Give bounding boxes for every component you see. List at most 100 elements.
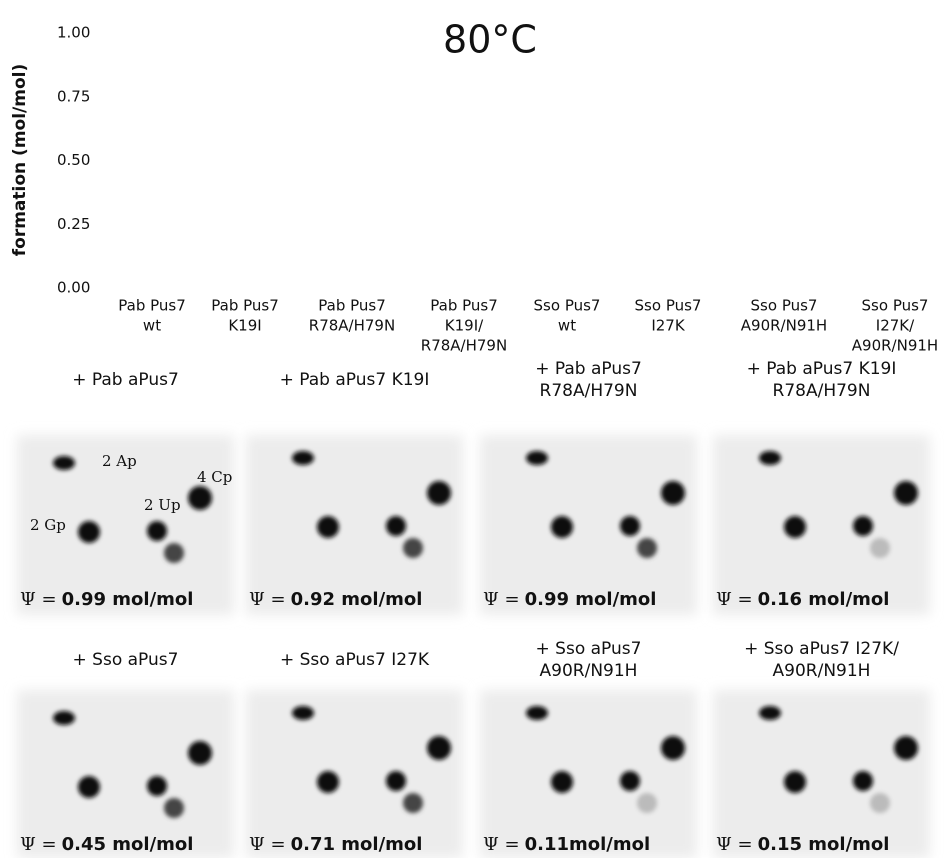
- tlc-spot: [620, 516, 640, 536]
- tlc-plate: [246, 435, 463, 615]
- panel-title: + Sso aPus7: [536, 639, 642, 659]
- tlc-spot: [292, 706, 314, 720]
- tlc-spot: [784, 771, 806, 793]
- tlc-spot: [551, 771, 573, 793]
- x-tick-label: R78A/H79N: [421, 337, 507, 355]
- panel-title: R78A/H79N: [773, 381, 871, 401]
- spot-label: 2 Gp: [30, 516, 66, 534]
- panel-result: Ψ = 0.71 mol/mol: [249, 834, 422, 855]
- psi-label: Ψ =: [483, 834, 520, 855]
- panel-result: Ψ = 0.92 mol/mol: [249, 589, 422, 610]
- panel-title: + Sso aPus7: [73, 650, 179, 670]
- y-tick-label: 0.75: [57, 87, 90, 105]
- tlc-spot: [147, 521, 167, 541]
- tlc-spot: [386, 516, 406, 536]
- tlc-spot: [188, 486, 212, 510]
- tlc-spot: [188, 741, 212, 765]
- tlc-panel: + Sso aPus7 I27K/A90R/N91H Ψ = 0.15 mol/mo…: [713, 639, 930, 858]
- panel-title: + Pab aPus7 K19I: [280, 370, 430, 390]
- spot-label: 2 Ap: [102, 452, 137, 470]
- x-tick-label: I27K: [651, 317, 686, 335]
- x-tick-label: Sso Pus7: [635, 297, 702, 315]
- tlc-spot: [53, 711, 75, 725]
- panel-title: A90R/N91H: [540, 661, 638, 681]
- tlc-plate: [713, 690, 930, 858]
- spot-label: 4 Cp: [197, 468, 232, 486]
- psi-label: Ψ =: [483, 589, 520, 610]
- tlc-plate: [713, 435, 930, 615]
- y-tick-label: 1.00: [57, 24, 90, 42]
- tlc-spot: [386, 771, 406, 791]
- tlc-panel: + Sso aPus7 Ψ = 0.45 mol/mol: [17, 650, 234, 858]
- tlc-spot: [292, 451, 314, 465]
- tlc-spot: [894, 481, 918, 505]
- tlc-spot: [526, 451, 548, 465]
- tlc-spot: [853, 771, 873, 791]
- x-tick-label: K19I/: [445, 317, 484, 335]
- tlc-plate: [246, 690, 463, 858]
- tlc-spot: [53, 456, 75, 470]
- panel-result: Ψ = 0.45 mol/mol: [20, 834, 193, 855]
- psi-label: Ψ =: [20, 589, 57, 610]
- panel-title: + Pab aPus7: [535, 359, 642, 379]
- tlc-panel: + Pab aPus7 Ψ = 0.99 mol/mol 2 Ap 2 Up 4 Cp 2 …: [17, 370, 234, 615]
- tlc-spot: [551, 516, 573, 538]
- tlc-spot: [620, 771, 640, 791]
- tlc-spot: [784, 516, 806, 538]
- psi-label: Ψ =: [249, 589, 286, 610]
- result-value: 0.92 mol/mol: [291, 589, 423, 610]
- panel-result: Ψ = 0.16 mol/mol: [716, 589, 889, 610]
- tlc-spot: [147, 776, 167, 796]
- tlc-spot: [403, 538, 423, 558]
- x-tick-label: wt: [558, 317, 576, 335]
- tlc-plate: [480, 435, 697, 615]
- tlc-spot: [637, 793, 657, 813]
- tlc-spot: [661, 736, 685, 760]
- x-tick-label: I27K/: [876, 317, 915, 335]
- panel-result: Ψ = 0.11mol/mol: [483, 834, 650, 855]
- tlc-spot: [853, 516, 873, 536]
- x-tick-label: Pab Pus7: [118, 297, 186, 315]
- result-value: 0.15 mol/mol: [758, 834, 890, 855]
- tlc-plate: [480, 690, 697, 858]
- result-value: 0.11mol/mol: [525, 834, 651, 855]
- tlc-plate: [17, 435, 234, 615]
- result-value: 0.45 mol/mol: [62, 834, 194, 855]
- x-tick-label: wt: [143, 317, 161, 335]
- tlc-spot: [78, 776, 100, 798]
- panel-title: A90R/N91H: [773, 661, 871, 681]
- tlc-spot: [317, 516, 339, 538]
- result-value: 0.71 mol/mol: [291, 834, 423, 855]
- tlc-spot: [427, 481, 451, 505]
- x-tick-label: R78A/H79N: [309, 317, 395, 335]
- tlc-panel: + Pab aPus7 K19I Ψ = 0.92 mol/mol: [246, 370, 463, 615]
- panel-result: Ψ = 0.15 mol/mol: [716, 834, 889, 855]
- psi-label: Ψ =: [249, 834, 286, 855]
- tlc-spot: [526, 706, 548, 720]
- y-tick-label: 0.50: [57, 151, 90, 169]
- panel-title: + Sso aPus7 I27K/: [744, 639, 899, 659]
- spot-label: 2 Up: [144, 496, 181, 514]
- x-tick-label: A90R/N91H: [741, 317, 827, 335]
- y-axis-label: formation (mol/mol): [10, 64, 30, 257]
- tlc-spot: [661, 481, 685, 505]
- tlc-plate: [17, 690, 234, 858]
- chart-title: 80°C: [443, 18, 537, 62]
- x-tick-label: Pab Pus7: [318, 297, 386, 315]
- x-tick-label: Sso Pus7: [751, 297, 818, 315]
- result-value: 0.99 mol/mol: [525, 589, 657, 610]
- tlc-spot: [870, 538, 890, 558]
- psi-label: Ψ =: [716, 589, 753, 610]
- x-tick-label: Pab Pus7: [430, 297, 498, 315]
- panel-title: R78A/H79N: [540, 381, 638, 401]
- panel-title: + Sso aPus7 I27K: [280, 650, 430, 670]
- tlc-panel: + Sso aPus7 I27K Ψ = 0.71 mol/mol: [246, 650, 463, 858]
- panel-title: + Pab aPus7 K19I: [747, 359, 897, 379]
- result-value: 0.16 mol/mol: [758, 589, 890, 610]
- tlc-spot: [164, 798, 184, 818]
- tlc-spot: [427, 736, 451, 760]
